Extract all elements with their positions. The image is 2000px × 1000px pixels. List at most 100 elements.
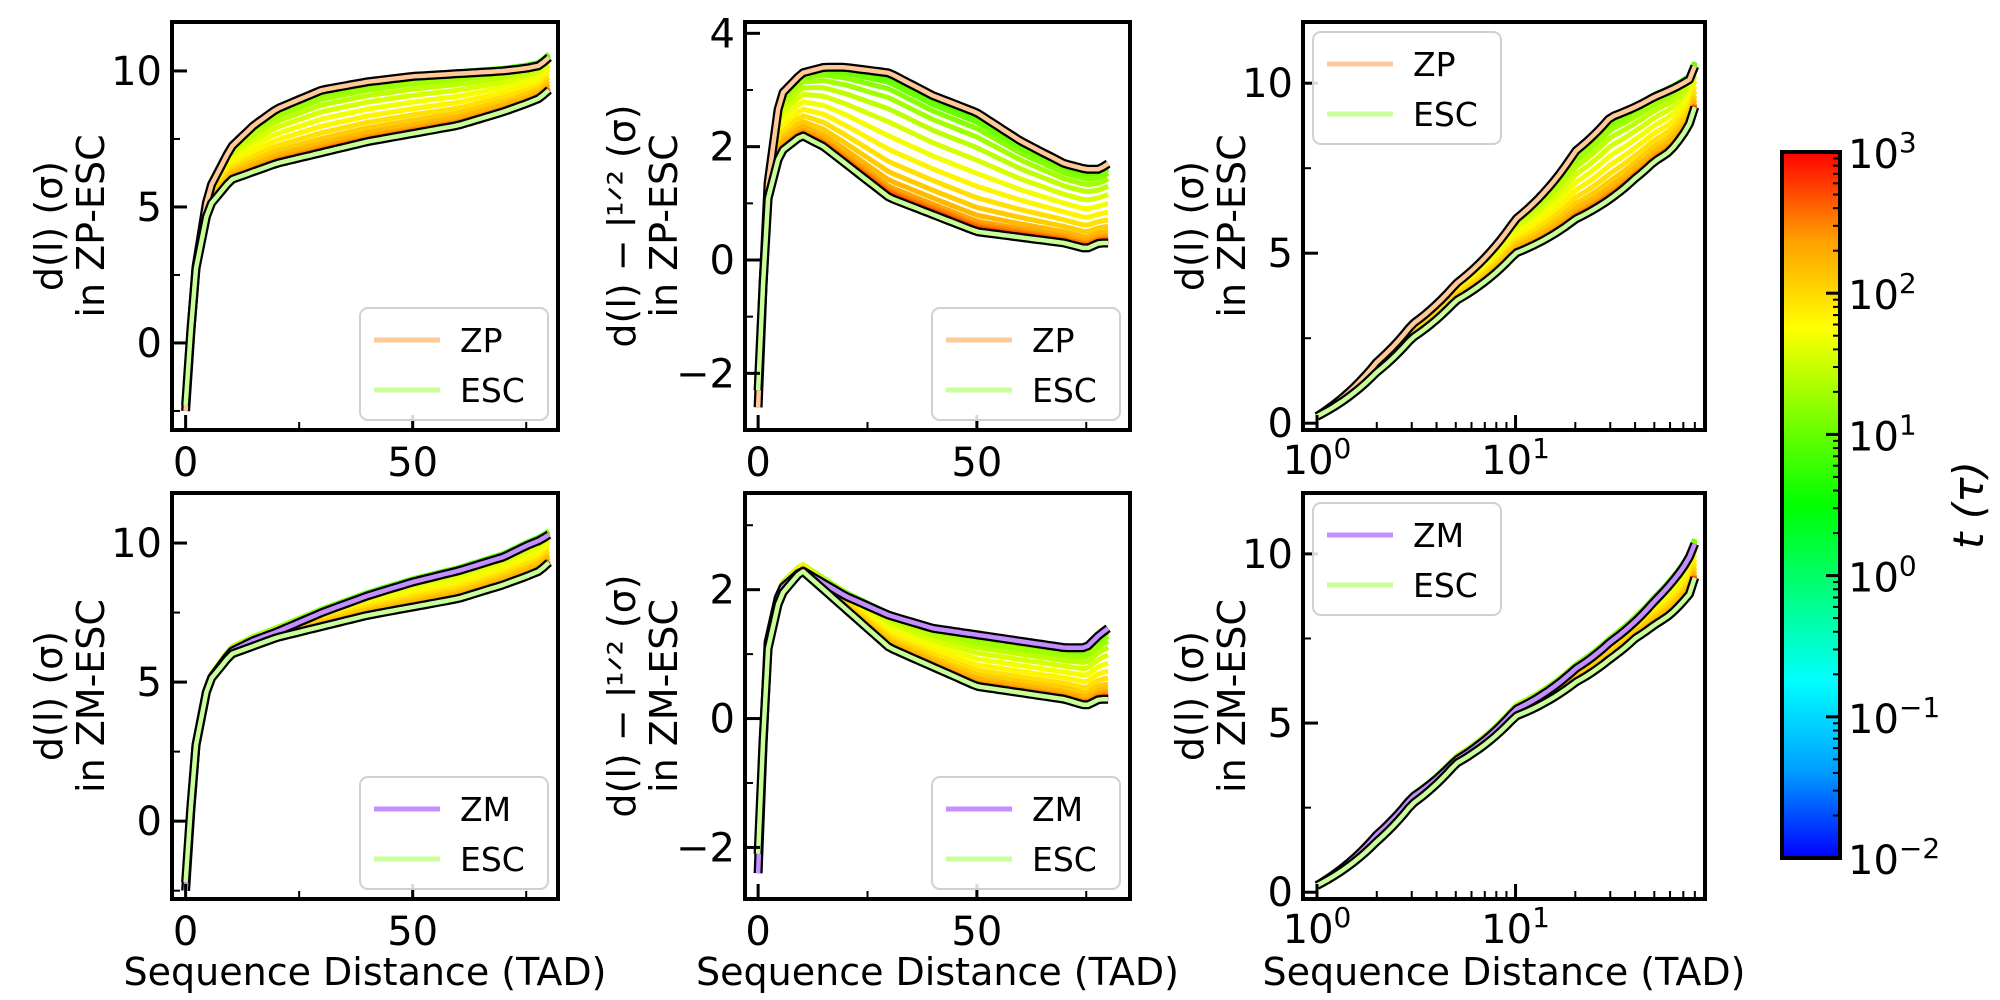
axes-frame xyxy=(1301,20,1707,432)
y-tick-label: 10 xyxy=(1242,61,1293,107)
y-tick-label: 5 xyxy=(137,660,162,706)
y-axis-label: d(l) − l¹ᐟ² (σ)in ZM-ESC xyxy=(600,574,686,817)
y-tick-label: 10 xyxy=(1242,532,1293,578)
legend: ZM ESC xyxy=(1312,502,1502,616)
y-tick-label: 5 xyxy=(137,185,162,231)
x-tick-label: 50 xyxy=(951,909,1002,955)
x-tick-label: 50 xyxy=(387,909,438,955)
y-tick-label: 0 xyxy=(1268,870,1293,916)
legend-label-esc: ESC xyxy=(1032,840,1097,879)
legend: ZP ESC xyxy=(1312,31,1502,145)
y-axis-label: d(l) (σ)in ZM-ESC xyxy=(1168,599,1254,793)
y-tick-label: −2 xyxy=(676,825,735,871)
subplot-bottom-left: 0 5 10 0 50 d(l) (σ)in ZM-ESC Sequence Distanc… xyxy=(27,491,607,994)
legend-label-zm: ZM xyxy=(1032,790,1083,829)
axes-frame xyxy=(743,491,1132,901)
plot-area xyxy=(181,52,552,412)
series-line-esc xyxy=(1315,576,1697,888)
y-tick-label: 0 xyxy=(710,238,735,284)
evolution-curve xyxy=(183,71,551,408)
series-line-esc xyxy=(1315,106,1697,419)
evolution-curve xyxy=(183,79,551,407)
y-axis-label: d(l) − l¹ᐟ² (σ)in ZP-ESC xyxy=(600,104,686,347)
x-tick-label: 0 xyxy=(173,440,198,486)
y-tick-label: 5 xyxy=(1268,701,1293,747)
y-tick-label: 0 xyxy=(137,321,162,367)
axes-frame xyxy=(170,491,560,901)
series-line-esc xyxy=(183,560,551,883)
legend-label-esc: ESC xyxy=(1413,95,1478,134)
evolution-curve xyxy=(183,59,551,410)
colorbar-gradient xyxy=(1780,150,1842,860)
colorbar-ticks: 103 102 101 100 10−1 10−2 xyxy=(1826,126,1940,884)
legend-label-zp: ZP xyxy=(1413,45,1456,84)
evolution-curve xyxy=(755,78,1110,404)
series-line-esc xyxy=(183,88,551,406)
legend-label-zp: ZP xyxy=(1032,321,1075,360)
evolution-curve xyxy=(755,119,1109,394)
evolution-curve xyxy=(183,82,551,407)
x-tick-label: 0 xyxy=(745,909,770,955)
y-tick-label: 0 xyxy=(137,799,162,845)
y-axis-label: d(l) (σ)in ZP-ESC xyxy=(27,134,113,317)
plot-area xyxy=(1314,61,1700,421)
subplot-top-left: 0 5 10 0 50 d(l) (σ)in ZP-ESC ZP ESC xyxy=(27,20,560,486)
plot-area xyxy=(753,562,1111,874)
series-line-zp xyxy=(755,65,1110,408)
legend-label-zm: ZM xyxy=(460,790,511,829)
legend-label-zp: ZP xyxy=(460,321,503,360)
legend-label-zm: ZM xyxy=(1413,516,1464,555)
series-line-esc xyxy=(755,133,1109,391)
x-tick-label: 50 xyxy=(387,440,438,486)
evolution-curve xyxy=(755,85,1110,402)
evolution-curve xyxy=(755,92,1109,400)
evolution-curve xyxy=(755,72,1110,405)
y-axis-label: d(l) (σ)in ZP-ESC xyxy=(1168,134,1254,317)
x-tick-label: 50 xyxy=(951,440,1002,486)
legend-label-esc: ESC xyxy=(1413,566,1478,605)
legend: ZP ESC xyxy=(931,307,1121,421)
evolution-curve xyxy=(183,63,551,409)
y-tick-label: 4 xyxy=(710,11,735,57)
evolution-curve xyxy=(755,99,1109,399)
legend-label-esc: ESC xyxy=(460,371,525,410)
colorbar-label: t (τ) xyxy=(1944,461,1993,549)
plot-area xyxy=(181,528,552,891)
colorbar-tick-label: 10−2 xyxy=(1848,832,1940,884)
colorbar-tick-label: 102 xyxy=(1848,267,1917,319)
x-tick-label: 100 xyxy=(1283,901,1352,953)
colorbar-tick-label: 101 xyxy=(1848,408,1917,460)
legend-label-esc: ESC xyxy=(460,840,525,879)
axes-frame xyxy=(743,20,1132,432)
evolution-curve xyxy=(755,123,1109,393)
x-tick-label: 100 xyxy=(1283,432,1352,484)
y-tick-label: 0 xyxy=(1268,401,1293,447)
legend: ZM ESC xyxy=(931,776,1121,890)
x-tick-label: 101 xyxy=(1481,901,1550,953)
colorbar-tick-label: 100 xyxy=(1848,550,1917,602)
series-line-zp xyxy=(183,55,551,412)
evolution-curve xyxy=(183,75,551,408)
evolution-curve xyxy=(183,67,551,409)
y-tick-label: 2 xyxy=(710,125,735,171)
x-tick-label: 101 xyxy=(1481,432,1550,484)
legend: ZP ESC xyxy=(359,307,549,421)
legend: ZM ESC xyxy=(359,776,549,890)
x-tick-label: 0 xyxy=(745,440,770,486)
evolution-curve xyxy=(755,113,1109,395)
x-axis-label: Sequence Distance (TAD) xyxy=(1263,950,1746,994)
y-tick-label: 0 xyxy=(710,697,735,743)
axes-frame xyxy=(170,20,560,432)
plot-area xyxy=(753,62,1111,408)
x-tick-label: 0 xyxy=(173,909,198,955)
subplot-bottom-right: 0 5 10 100 101 d(l) (σ)in ZM-ESC Sequence Dist… xyxy=(1168,491,1746,994)
colorbar: 103 102 101 100 10−1 10−2 t (τ) xyxy=(1780,126,1993,884)
x-axis-label: Sequence Distance (TAD) xyxy=(124,950,607,994)
legend-label-esc: ESC xyxy=(1032,371,1097,410)
y-tick-label: −2 xyxy=(676,351,735,397)
y-tick-label: 10 xyxy=(111,521,162,567)
